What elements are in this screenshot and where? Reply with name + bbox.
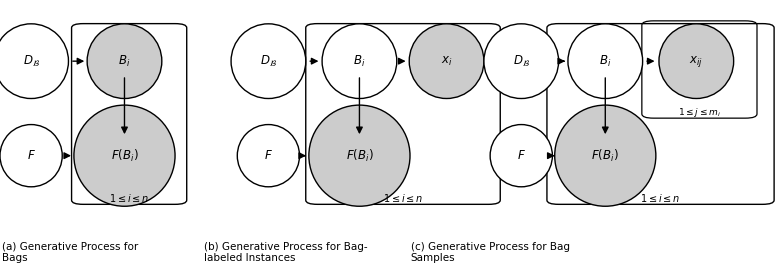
Ellipse shape	[409, 24, 484, 98]
Text: $F$: $F$	[26, 149, 36, 162]
Ellipse shape	[87, 24, 162, 98]
Ellipse shape	[237, 125, 300, 187]
Text: $1 \leq i \leq n$: $1 \leq i \leq n$	[109, 192, 149, 204]
Text: $D_\mathcal{B}$: $D_\mathcal{B}$	[260, 54, 277, 69]
Text: $B_i$: $B_i$	[353, 54, 366, 69]
Text: $1 \leq i \leq n$: $1 \leq i \leq n$	[640, 192, 681, 204]
Text: (a) Generative Process for
Bags: (a) Generative Process for Bags	[2, 242, 138, 264]
Ellipse shape	[490, 125, 552, 187]
Text: $D_\mathcal{B}$: $D_\mathcal{B}$	[23, 54, 40, 69]
Text: (b) Generative Process for Bag-
labeled Instances: (b) Generative Process for Bag- labeled …	[204, 242, 367, 264]
Text: $B_i$: $B_i$	[599, 54, 612, 69]
Text: $F$: $F$	[264, 149, 273, 162]
Ellipse shape	[309, 105, 410, 206]
Ellipse shape	[0, 125, 62, 187]
Ellipse shape	[659, 24, 734, 98]
Ellipse shape	[0, 24, 68, 98]
Text: $B_i$: $B_i$	[118, 54, 131, 69]
Text: $x_{ij}$: $x_{ij}$	[689, 54, 703, 69]
Ellipse shape	[231, 24, 306, 98]
Ellipse shape	[74, 105, 175, 206]
Text: $1 \leq i \leq n$: $1 \leq i \leq n$	[383, 192, 423, 204]
Text: $F(B_i)$: $F(B_i)$	[591, 148, 619, 164]
Ellipse shape	[484, 24, 559, 98]
Text: $F(B_i)$: $F(B_i)$	[110, 148, 138, 164]
Text: (c) Generative Process for Bag
Samples: (c) Generative Process for Bag Samples	[411, 242, 569, 264]
Text: $F$: $F$	[517, 149, 526, 162]
Ellipse shape	[555, 105, 656, 206]
Text: $x_i$: $x_i$	[441, 54, 452, 68]
Text: $F(B_i)$: $F(B_i)$	[345, 148, 373, 164]
Ellipse shape	[568, 24, 643, 98]
Ellipse shape	[322, 24, 397, 98]
Text: $1 \leq j \leq m_i$: $1 \leq j \leq m_i$	[678, 106, 721, 119]
Text: $D_\mathcal{B}$: $D_\mathcal{B}$	[513, 54, 530, 69]
